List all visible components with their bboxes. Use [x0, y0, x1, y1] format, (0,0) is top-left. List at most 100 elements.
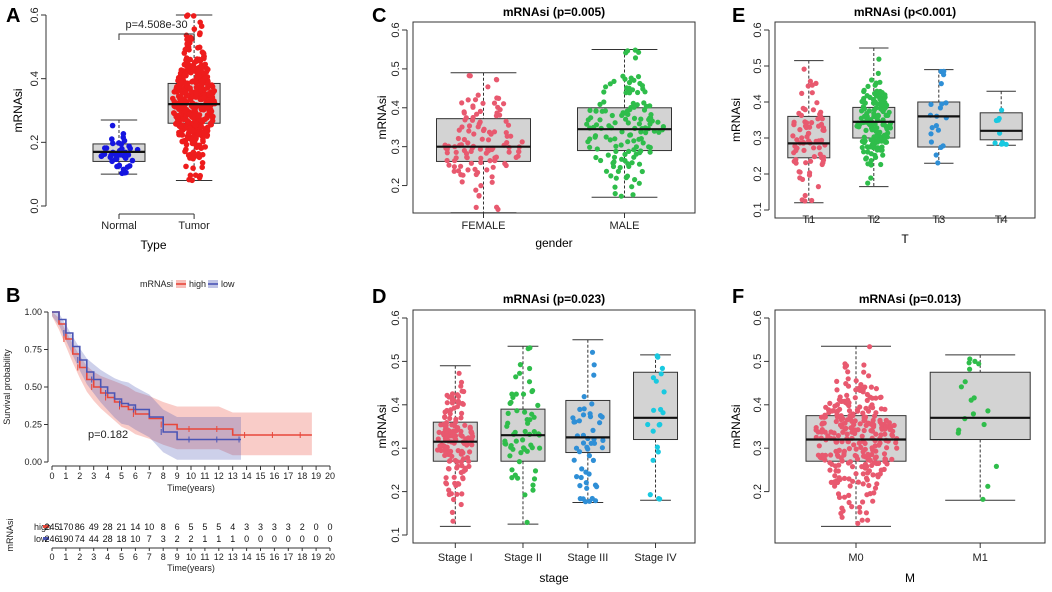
box-group-stage-ii: [500, 345, 546, 526]
data-point: [838, 413, 844, 419]
data-point: [851, 422, 857, 428]
data-point: [453, 416, 459, 422]
risk-count: 8: [161, 522, 166, 532]
data-point: [603, 84, 609, 90]
data-point: [505, 122, 512, 128]
data-point: [928, 131, 934, 137]
data-point: [861, 453, 867, 459]
data-point: [801, 66, 807, 72]
data-point: [449, 400, 455, 406]
data-point: [522, 428, 528, 435]
data-point: [510, 446, 516, 452]
data-point: [863, 510, 870, 516]
x-tick-label: MALE: [610, 220, 640, 232]
x-axis: M0 M1: [848, 542, 988, 564]
data-point: [529, 411, 535, 417]
y-axis: 0.00 0.25 0.50 0.75 1.00: [24, 307, 49, 467]
data-point: [635, 89, 641, 96]
data-point: [870, 417, 876, 423]
data-points: [170, 12, 218, 184]
chart-title: mRNAsi (p=0.005): [503, 5, 605, 19]
data-point: [643, 130, 649, 136]
panel-a: A 0.0 0.2 0.4 0.6 mRNAsi Normal Tumor Type p=4.50…: [6, 5, 221, 252]
risk-count: 5: [202, 522, 207, 532]
data-point: [837, 394, 843, 400]
data-point: [817, 151, 823, 157]
data-point: [587, 107, 593, 113]
x-tick-label: 9: [175, 471, 180, 481]
data-point: [593, 154, 599, 161]
data-point: [103, 145, 110, 151]
risk-x-tick-label: 1: [63, 552, 68, 562]
data-point: [187, 56, 193, 63]
data-point: [859, 98, 865, 105]
data-point: [884, 102, 890, 108]
data-point: [581, 394, 587, 400]
data-point: [871, 413, 878, 419]
risk-count: 2: [175, 534, 180, 544]
y-tick-label: 0.00: [24, 457, 42, 467]
data-point: [618, 142, 624, 148]
data-point: [841, 494, 848, 500]
data-point: [468, 429, 474, 435]
x-axis-label: T: [901, 232, 909, 246]
risk-x-tick-label: 17: [283, 552, 293, 562]
data-point: [999, 107, 1005, 113]
data-point: [530, 388, 536, 394]
data-point: [886, 420, 893, 426]
x-axis-label: Type: [140, 238, 166, 252]
data-point: [874, 481, 880, 487]
data-point: [468, 160, 474, 166]
data-point: [464, 455, 471, 461]
data-point: [471, 131, 477, 137]
risk-x-tick-label: 11: [200, 552, 209, 562]
data-point: [108, 152, 114, 159]
data-point: [493, 154, 499, 160]
data-point: [834, 387, 840, 393]
data-point: [863, 127, 869, 133]
risk-count: 3: [272, 522, 277, 532]
data-point: [454, 459, 460, 465]
data-point: [454, 491, 460, 497]
data-point: [884, 126, 890, 132]
data-point: [201, 94, 207, 101]
data-point: [870, 144, 876, 151]
data-point: [853, 471, 859, 477]
x-axis-label: M: [905, 571, 915, 585]
data-point: [645, 421, 651, 428]
data-point: [805, 83, 811, 89]
data-point: [869, 395, 875, 401]
data-point: [868, 175, 874, 181]
data-point: [589, 349, 596, 355]
data-point: [791, 119, 797, 125]
data-point: [591, 362, 597, 368]
data-point: [888, 424, 894, 430]
data-point: [835, 433, 842, 439]
y-tick-label: 0.25: [24, 420, 42, 430]
risk-count: 14: [130, 522, 140, 532]
data-point: [198, 81, 205, 87]
data-point: [625, 139, 631, 145]
data-point: [799, 176, 806, 182]
x-tick-label: 6: [133, 471, 138, 481]
data-point: [874, 147, 880, 153]
data-point: [829, 461, 835, 467]
data-point: [632, 55, 639, 61]
data-point: [870, 472, 876, 478]
data-point: [631, 138, 637, 144]
y-tick-label: 0.2: [29, 135, 41, 150]
data-point: [531, 429, 537, 435]
data-point: [450, 431, 456, 437]
data-point: [460, 475, 466, 481]
risk-x-tick-label: 20: [325, 552, 335, 562]
data-point: [629, 160, 635, 166]
data-point: [478, 159, 484, 166]
data-point: [842, 361, 848, 367]
box-group-stage-iv: [633, 353, 679, 502]
risk-count: 2: [188, 534, 193, 544]
chart-title: mRNAsi (p=0.023): [503, 292, 605, 306]
data-point: [193, 89, 199, 96]
data-point: [450, 518, 456, 524]
